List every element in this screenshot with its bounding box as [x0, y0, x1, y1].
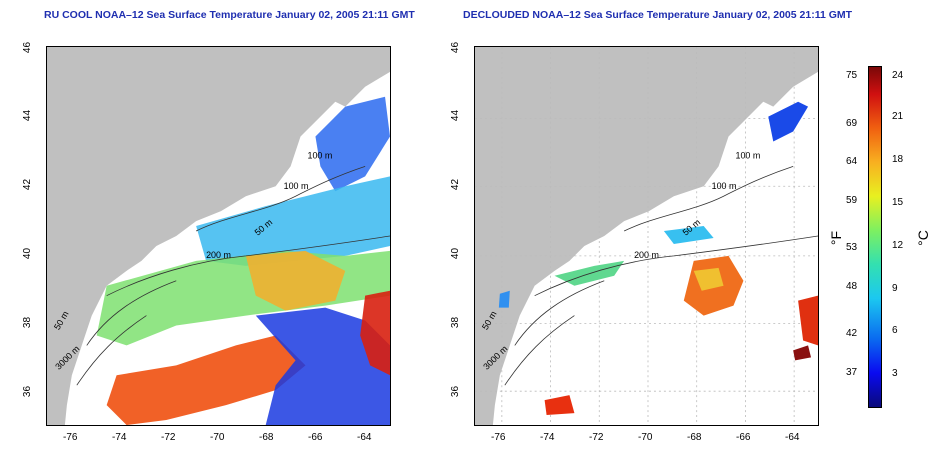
lat-tick-label: 42	[450, 178, 462, 191]
lon-tick-label: -74	[112, 432, 127, 443]
lat-tick-label: 42	[22, 178, 34, 191]
lat-tick-label: 40	[22, 247, 34, 260]
sst-patch-dark-red	[793, 345, 812, 361]
fahrenheit-tick: 69	[846, 118, 858, 129]
sst-swath-sargasso	[360, 290, 390, 376]
fahrenheit-tick: 37	[846, 367, 858, 378]
sst-swath-gulf-stream	[106, 335, 306, 425]
fahrenheit-tick: 42	[846, 328, 858, 339]
isobath-contour	[534, 235, 818, 297]
sst-swath-offshore	[255, 307, 390, 425]
contour-label: 200 m	[206, 250, 231, 260]
celsius-tick: 12	[892, 240, 904, 251]
sst-patch-shelf	[663, 226, 714, 244]
temperature-colorbar	[868, 66, 882, 408]
lat-tick-label: 36	[450, 385, 462, 398]
fahrenheit-tick: 48	[846, 281, 858, 292]
lon-tick-label: -64	[357, 432, 372, 443]
isobath-contour	[195, 165, 366, 232]
lon-tick-label: -70	[638, 432, 653, 443]
isobath-contour	[514, 280, 605, 346]
lon-tick-label: -76	[491, 432, 506, 443]
lon-tick-label: -66	[308, 432, 323, 443]
fahrenheit-unit-label: °F	[828, 230, 845, 246]
lat-tick-label: 44	[22, 109, 34, 122]
lat-tick-label: 38	[450, 316, 462, 329]
contour-label: 200 m	[634, 250, 659, 260]
celsius-tick: 24	[892, 70, 904, 81]
sst-patch-nova-scotia	[768, 101, 809, 142]
lon-tick-label: -72	[161, 432, 176, 443]
celsius-tick: 21	[892, 111, 904, 122]
lat-tick-label: 40	[450, 247, 462, 260]
fahrenheit-tick: 75	[846, 70, 858, 81]
sst-patch-offshore-red	[798, 295, 818, 346]
contour-label: 100 m	[735, 150, 760, 160]
lon-tick-label: -68	[259, 432, 274, 443]
sst-patch-coast-blue	[498, 290, 510, 308]
lat-tick-label: 46	[22, 41, 34, 54]
lon-tick-label: -68	[687, 432, 702, 443]
lon-tick-label: -66	[736, 432, 751, 443]
land-mass	[47, 47, 390, 425]
raw-sst-map-canvas: 100 m 100 m 50 m 200 m 50 m 3000 m	[47, 47, 390, 425]
sst-patch-south-red	[544, 395, 575, 416]
sst-swath-nova-scotia	[315, 96, 390, 192]
fahrenheit-tick: 64	[846, 156, 858, 167]
right-map-title: DECLOUDED NOAA–12 Sea Surface Temperatur…	[463, 9, 853, 21]
sst-patch-warm-yellow	[693, 267, 724, 291]
lon-tick-label: -76	[63, 432, 78, 443]
fahrenheit-tick: 59	[846, 195, 858, 206]
contour-label: 100 m	[712, 181, 737, 191]
celsius-tick: 6	[892, 325, 898, 336]
contour-label: 100 m	[307, 150, 332, 160]
lon-tick-label: -64	[785, 432, 800, 443]
lat-tick-label: 38	[22, 316, 34, 329]
contour-label: 100 m	[284, 181, 309, 191]
lon-tick-label: -72	[589, 432, 604, 443]
sst-swath-warm-core	[245, 250, 346, 311]
celsius-tick: 15	[892, 197, 904, 208]
lon-tick-label: -70	[210, 432, 225, 443]
lat-lon-grid	[475, 47, 818, 425]
celsius-unit-label: °C	[914, 230, 931, 246]
isobath-contour	[504, 315, 575, 386]
isobath-contour	[106, 235, 390, 297]
isobath-contour	[76, 315, 147, 386]
raw-sst-map: 100 m 100 m 50 m 200 m 50 m 3000 m	[46, 46, 391, 426]
isobath-contour	[623, 165, 794, 232]
lat-tick-label: 44	[450, 109, 462, 122]
lon-tick-label: -74	[540, 432, 555, 443]
declouded-sst-map: 100 m 100 m 50 m 200 m 50 m 3000 m	[474, 46, 819, 426]
celsius-tick: 9	[892, 283, 898, 294]
lat-tick-label: 36	[22, 385, 34, 398]
land-mass	[475, 47, 818, 425]
celsius-tick: 18	[892, 154, 904, 165]
celsius-tick: 3	[892, 368, 898, 379]
left-map-title: RU COOL NOAA–12 Sea Surface Temperature …	[44, 9, 415, 21]
lat-tick-label: 46	[450, 41, 462, 54]
fahrenheit-tick: 53	[846, 242, 858, 253]
declouded-sst-map-canvas: 100 m 100 m 50 m 200 m 50 m 3000 m	[475, 47, 818, 425]
isobath-contour	[86, 280, 177, 346]
